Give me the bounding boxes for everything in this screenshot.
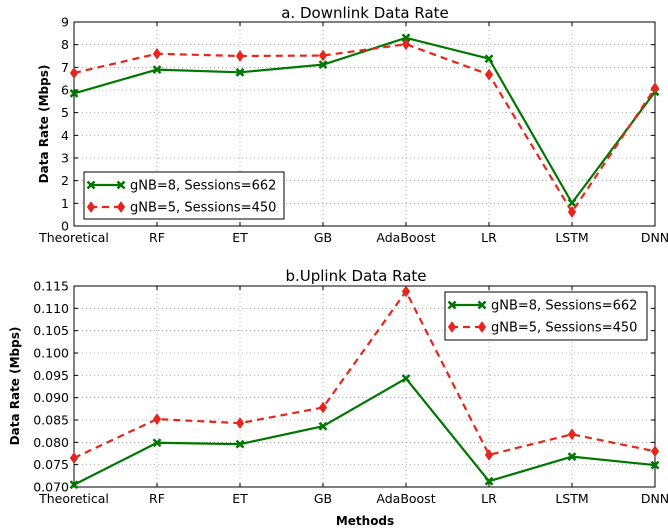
downlink-series-1-point [69, 67, 79, 79]
uplink-series-0-point [401, 374, 411, 383]
uplink-x-tick-label: DNN [641, 491, 668, 506]
downlink-legend-box [83, 171, 285, 220]
downlink-y-tick-label: 2 [61, 173, 69, 188]
uplink-y-tick-label: 0.085 [33, 413, 69, 428]
downlink-series-0-point [318, 60, 328, 69]
downlink-y-tick-label: 6 [61, 83, 69, 98]
uplink-y-tick-label: 0.075 [33, 457, 69, 472]
uplink-y-tick-label: 0.100 [33, 346, 69, 361]
uplink-series-0-point [484, 476, 494, 486]
downlink-x-tick-label: LSTM [555, 230, 588, 245]
uplink-chart-title: b.Uplink Data Rate [285, 267, 426, 285]
uplink-chart: b.Uplink Data Rate Data Rate (Mbps) Meth… [8, 267, 668, 528]
uplink-plot-frame [73, 285, 656, 488]
downlink-chart-title: a. Downlink Data Rate [281, 4, 449, 22]
downlink-y-tick-label: 3 [61, 151, 69, 166]
uplink-series-1-point [69, 452, 79, 464]
uplink-x-tick-label: AdaBoost [376, 491, 435, 506]
uplink-y-tick-label: 0.080 [33, 435, 69, 450]
uplink-series-0-line [73, 377, 656, 486]
uplink-x-tick-label: RF [149, 491, 165, 506]
downlink-legend-swatch-marker [86, 201, 96, 213]
downlink-x-tick-label: Theoretical [38, 230, 109, 245]
downlink-series-0-line [73, 36, 656, 205]
uplink-series-1-point [152, 413, 162, 425]
downlink-series-1-point [401, 38, 411, 51]
uplink-x-tick-label: LSTM [555, 491, 588, 506]
uplink-y-tick-label: 0.105 [33, 323, 69, 338]
uplink-series-1-point [484, 448, 494, 461]
downlink-legend-label: gNB=5, Sessions=450 [130, 201, 276, 216]
downlink-y-tick-label: 5 [61, 105, 69, 120]
downlink-legend-swatch-marker [86, 180, 96, 190]
downlink-legend-swatch-marker [116, 201, 126, 213]
downlink-series-1-point [152, 47, 162, 60]
uplink-series-0-point [235, 439, 245, 449]
downlink-x-tick-label: LR [481, 230, 497, 245]
uplink-series-0-point [567, 452, 577, 462]
downlink-series-1-point [484, 68, 494, 81]
uplink-x-tick-label: Theoretical [38, 491, 109, 506]
uplink-series-0-point [318, 421, 328, 431]
downlink-x-tick-label: DNN [641, 230, 668, 245]
downlink-legend-swatch-marker [116, 180, 126, 190]
uplink-series-1-point [650, 445, 660, 458]
downlink-series-0-point [567, 198, 577, 208]
downlink-y-tick-label: 0 [61, 219, 69, 234]
uplink-x-tick-label: LR [481, 491, 497, 506]
uplink-y-axis-label: Data Rate (Mbps) [8, 327, 22, 446]
uplink-y-tick-label: 0.110 [33, 301, 69, 316]
uplink-legend-swatch-marker [477, 321, 487, 333]
uplink-x-tick-label: ET [232, 491, 248, 506]
downlink-series-0-point [235, 67, 245, 77]
uplink-legend-label: gNB=8, Sessions=662 [491, 299, 637, 314]
downlink-series-0-point [69, 89, 79, 98]
uplink-legend-swatch-marker [477, 300, 487, 310]
downlink-chart: a. Downlink Data Rate Data Rate (Mbps) 0… [37, 4, 668, 245]
uplink-legend-label: gNB=5, Sessions=450 [491, 321, 637, 336]
uplink-x-tick-label: GB [314, 491, 332, 506]
uplink-series-1-line [73, 289, 656, 459]
downlink-y-axis-label: Data Rate (Mbps) [37, 65, 51, 184]
uplink-series-1-point [235, 417, 245, 429]
downlink-series-1-point [318, 49, 328, 62]
uplink-legend-swatch-marker [447, 300, 457, 310]
downlink-series-0-point [484, 54, 494, 64]
downlink-y-tick-label: 8 [61, 37, 69, 52]
uplink-series-0-point [650, 460, 660, 470]
downlink-x-tick-label: RF [149, 230, 165, 245]
downlink-x-tick-label: AdaBoost [376, 230, 435, 245]
downlink-series-1-point [235, 50, 245, 62]
downlink-plot-frame [73, 21, 656, 227]
downlink-legend-label: gNB=8, Sessions=662 [130, 179, 276, 194]
uplink-series-0-point [152, 438, 162, 448]
downlink-x-tick-label: ET [232, 230, 248, 245]
downlink-series-0-point [401, 33, 411, 43]
uplink-y-tick-label: 0.115 [33, 279, 69, 294]
uplink-x-axis-label: Methods [336, 514, 394, 528]
downlink-series-1-point [567, 206, 577, 218]
downlink-series-0-point [152, 65, 162, 74]
uplink-y-tick-label: 0.090 [33, 390, 69, 405]
downlink-y-tick-label: 7 [61, 60, 69, 75]
downlink-series-1-point [650, 82, 660, 95]
uplink-y-tick-label: 0.070 [33, 480, 69, 495]
uplink-series-1-point [567, 428, 577, 441]
uplink-series-1-point [318, 401, 328, 414]
downlink-y-tick-label: 1 [61, 196, 69, 211]
downlink-y-tick-label: 4 [61, 128, 69, 143]
uplink-series-0-point [69, 480, 79, 490]
downlink-x-tick-label: GB [314, 230, 332, 245]
downlink-y-tick-label: 9 [61, 15, 69, 30]
downlink-series-1-line [73, 43, 656, 214]
uplink-legend-swatch-marker [447, 321, 457, 333]
uplink-series-1-point [401, 285, 411, 298]
uplink-legend-box [444, 291, 648, 341]
uplink-y-tick-label: 0.095 [33, 368, 69, 383]
